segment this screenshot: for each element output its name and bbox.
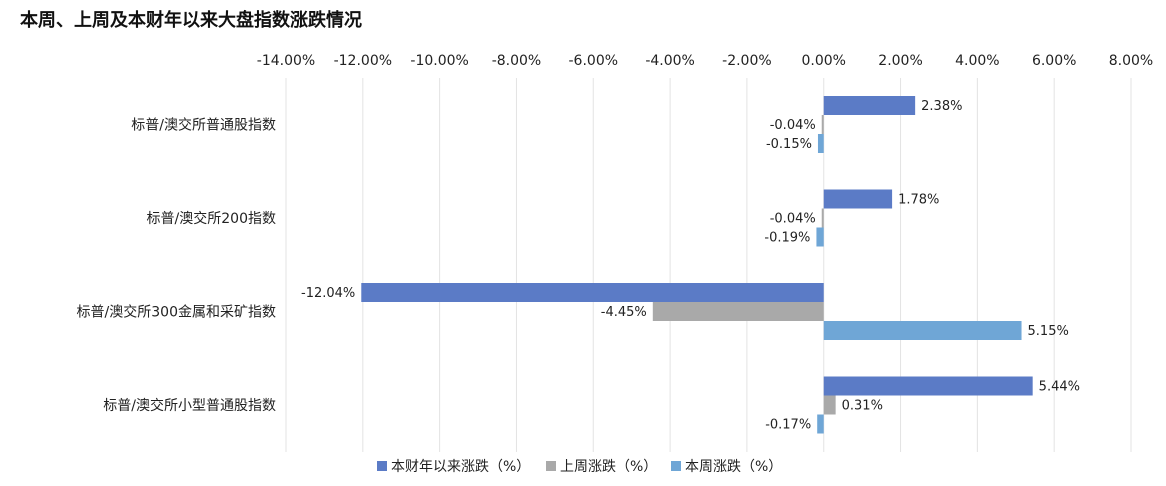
- legend: 本财年以来涨跌（%） 上周涨跌（%） 本周涨跌（%）: [377, 459, 782, 475]
- data-label: -4.45%: [601, 305, 647, 320]
- data-label: -12.04%: [301, 286, 355, 301]
- x-tick-label: -8.00%: [492, 53, 542, 69]
- x-tick-label: 4.00%: [955, 53, 999, 69]
- x-tick-label: 8.00%: [1109, 53, 1153, 69]
- data-label: 1.78%: [898, 193, 939, 208]
- gridlines: [285, 78, 1132, 452]
- data-label: -0.04%: [770, 118, 816, 133]
- bar: [823, 376, 1033, 396]
- category-label: 标普/澳交所普通股指数: [131, 117, 276, 134]
- bar: [816, 227, 824, 247]
- x-tick-label: -2.00%: [722, 53, 772, 69]
- chart-title: 本周、上周及本财年以来大盘指数涨跌情况: [20, 10, 362, 31]
- data-label: 2.38%: [921, 99, 962, 114]
- category-labels: 标普/澳交所普通股指数标普/澳交所200指数标普/澳交所300金属和采矿指数标普…: [77, 117, 276, 415]
- bar: [817, 134, 824, 153]
- legend-label: 本财年以来涨跌（%）: [391, 459, 530, 475]
- x-tick-label: 0.00%: [801, 53, 845, 69]
- x-tick-label: 6.00%: [1032, 53, 1076, 69]
- data-label: 5.15%: [1028, 324, 1069, 339]
- x-tick-label: -4.00%: [645, 53, 695, 69]
- bar: [652, 302, 824, 321]
- legend-swatch: [671, 461, 681, 471]
- data-label: 0.31%: [842, 399, 883, 414]
- bar: [361, 283, 824, 302]
- data-label: -0.04%: [770, 212, 816, 227]
- data-label: -0.15%: [766, 137, 812, 152]
- data-label: -0.19%: [764, 231, 810, 246]
- bar: [823, 395, 836, 415]
- x-tick-label: 2.00%: [878, 53, 922, 69]
- x-axis-tick-labels: -14.00% -12.00% -10.00% -8.00% -6.00% -4.00% -…: [257, 53, 1153, 69]
- category-label: 标普/澳交所小型普通股指数: [103, 397, 276, 414]
- x-tick-label: -6.00%: [569, 53, 619, 69]
- legend-swatch: [546, 461, 556, 471]
- data-label: 5.44%: [1039, 380, 1080, 395]
- category-label: 标普/澳交所300金属和采矿指数: [77, 304, 276, 321]
- x-tick-label: -10.00%: [410, 53, 468, 69]
- legend-label: 本周涨跌（%）: [685, 459, 782, 475]
- bar: [817, 414, 824, 434]
- category-label: 标普/澳交所200指数: [147, 210, 276, 227]
- bar: [823, 96, 916, 115]
- bar: [823, 189, 893, 209]
- bar: [821, 208, 824, 228]
- legend-label: 上周涨跌（%）: [560, 459, 657, 475]
- bars: [361, 96, 1033, 434]
- x-tick-label: -12.00%: [334, 53, 392, 69]
- data-labels: 2.38% 1.78% -12.04% 5.44% -0.04% -0.04% -4.45%…: [301, 99, 1080, 433]
- legend-swatch: [377, 461, 387, 471]
- bar: [823, 321, 1022, 340]
- x-tick-label: -14.00%: [257, 53, 315, 69]
- bar: [821, 115, 824, 134]
- data-label: -0.17%: [765, 418, 811, 433]
